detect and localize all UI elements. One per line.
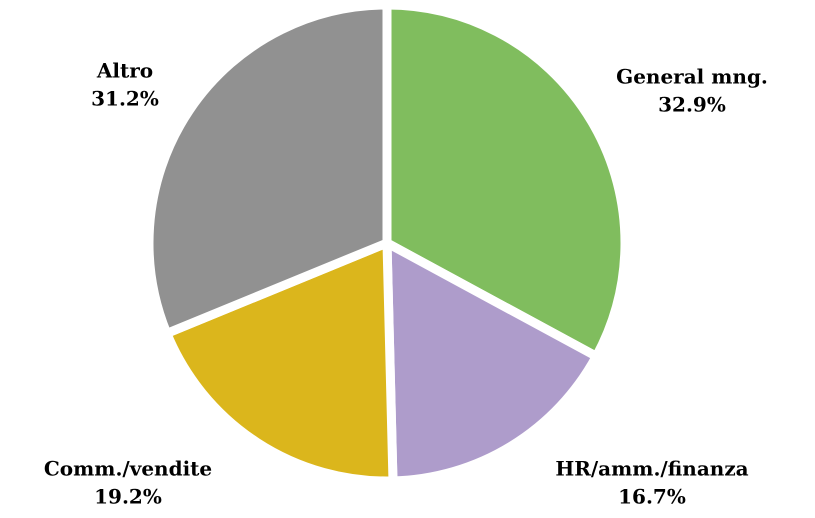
slice-label: Altro xyxy=(96,59,153,83)
pie-slice xyxy=(160,236,398,486)
slice-label: General mng. xyxy=(616,65,768,89)
pie-slice xyxy=(144,0,392,340)
slice-value-label: 32.9% xyxy=(658,93,726,117)
pie-slice xyxy=(382,235,603,486)
slice-value-label: 31.2% xyxy=(91,87,159,111)
slice-value-label: 16.7% xyxy=(618,485,686,509)
slice-value-label: 19.2% xyxy=(94,485,162,509)
slice-label: HR/amm./finanza xyxy=(555,457,748,481)
pie-slice xyxy=(382,0,630,363)
slice-label: Comm./vendite xyxy=(44,457,212,481)
